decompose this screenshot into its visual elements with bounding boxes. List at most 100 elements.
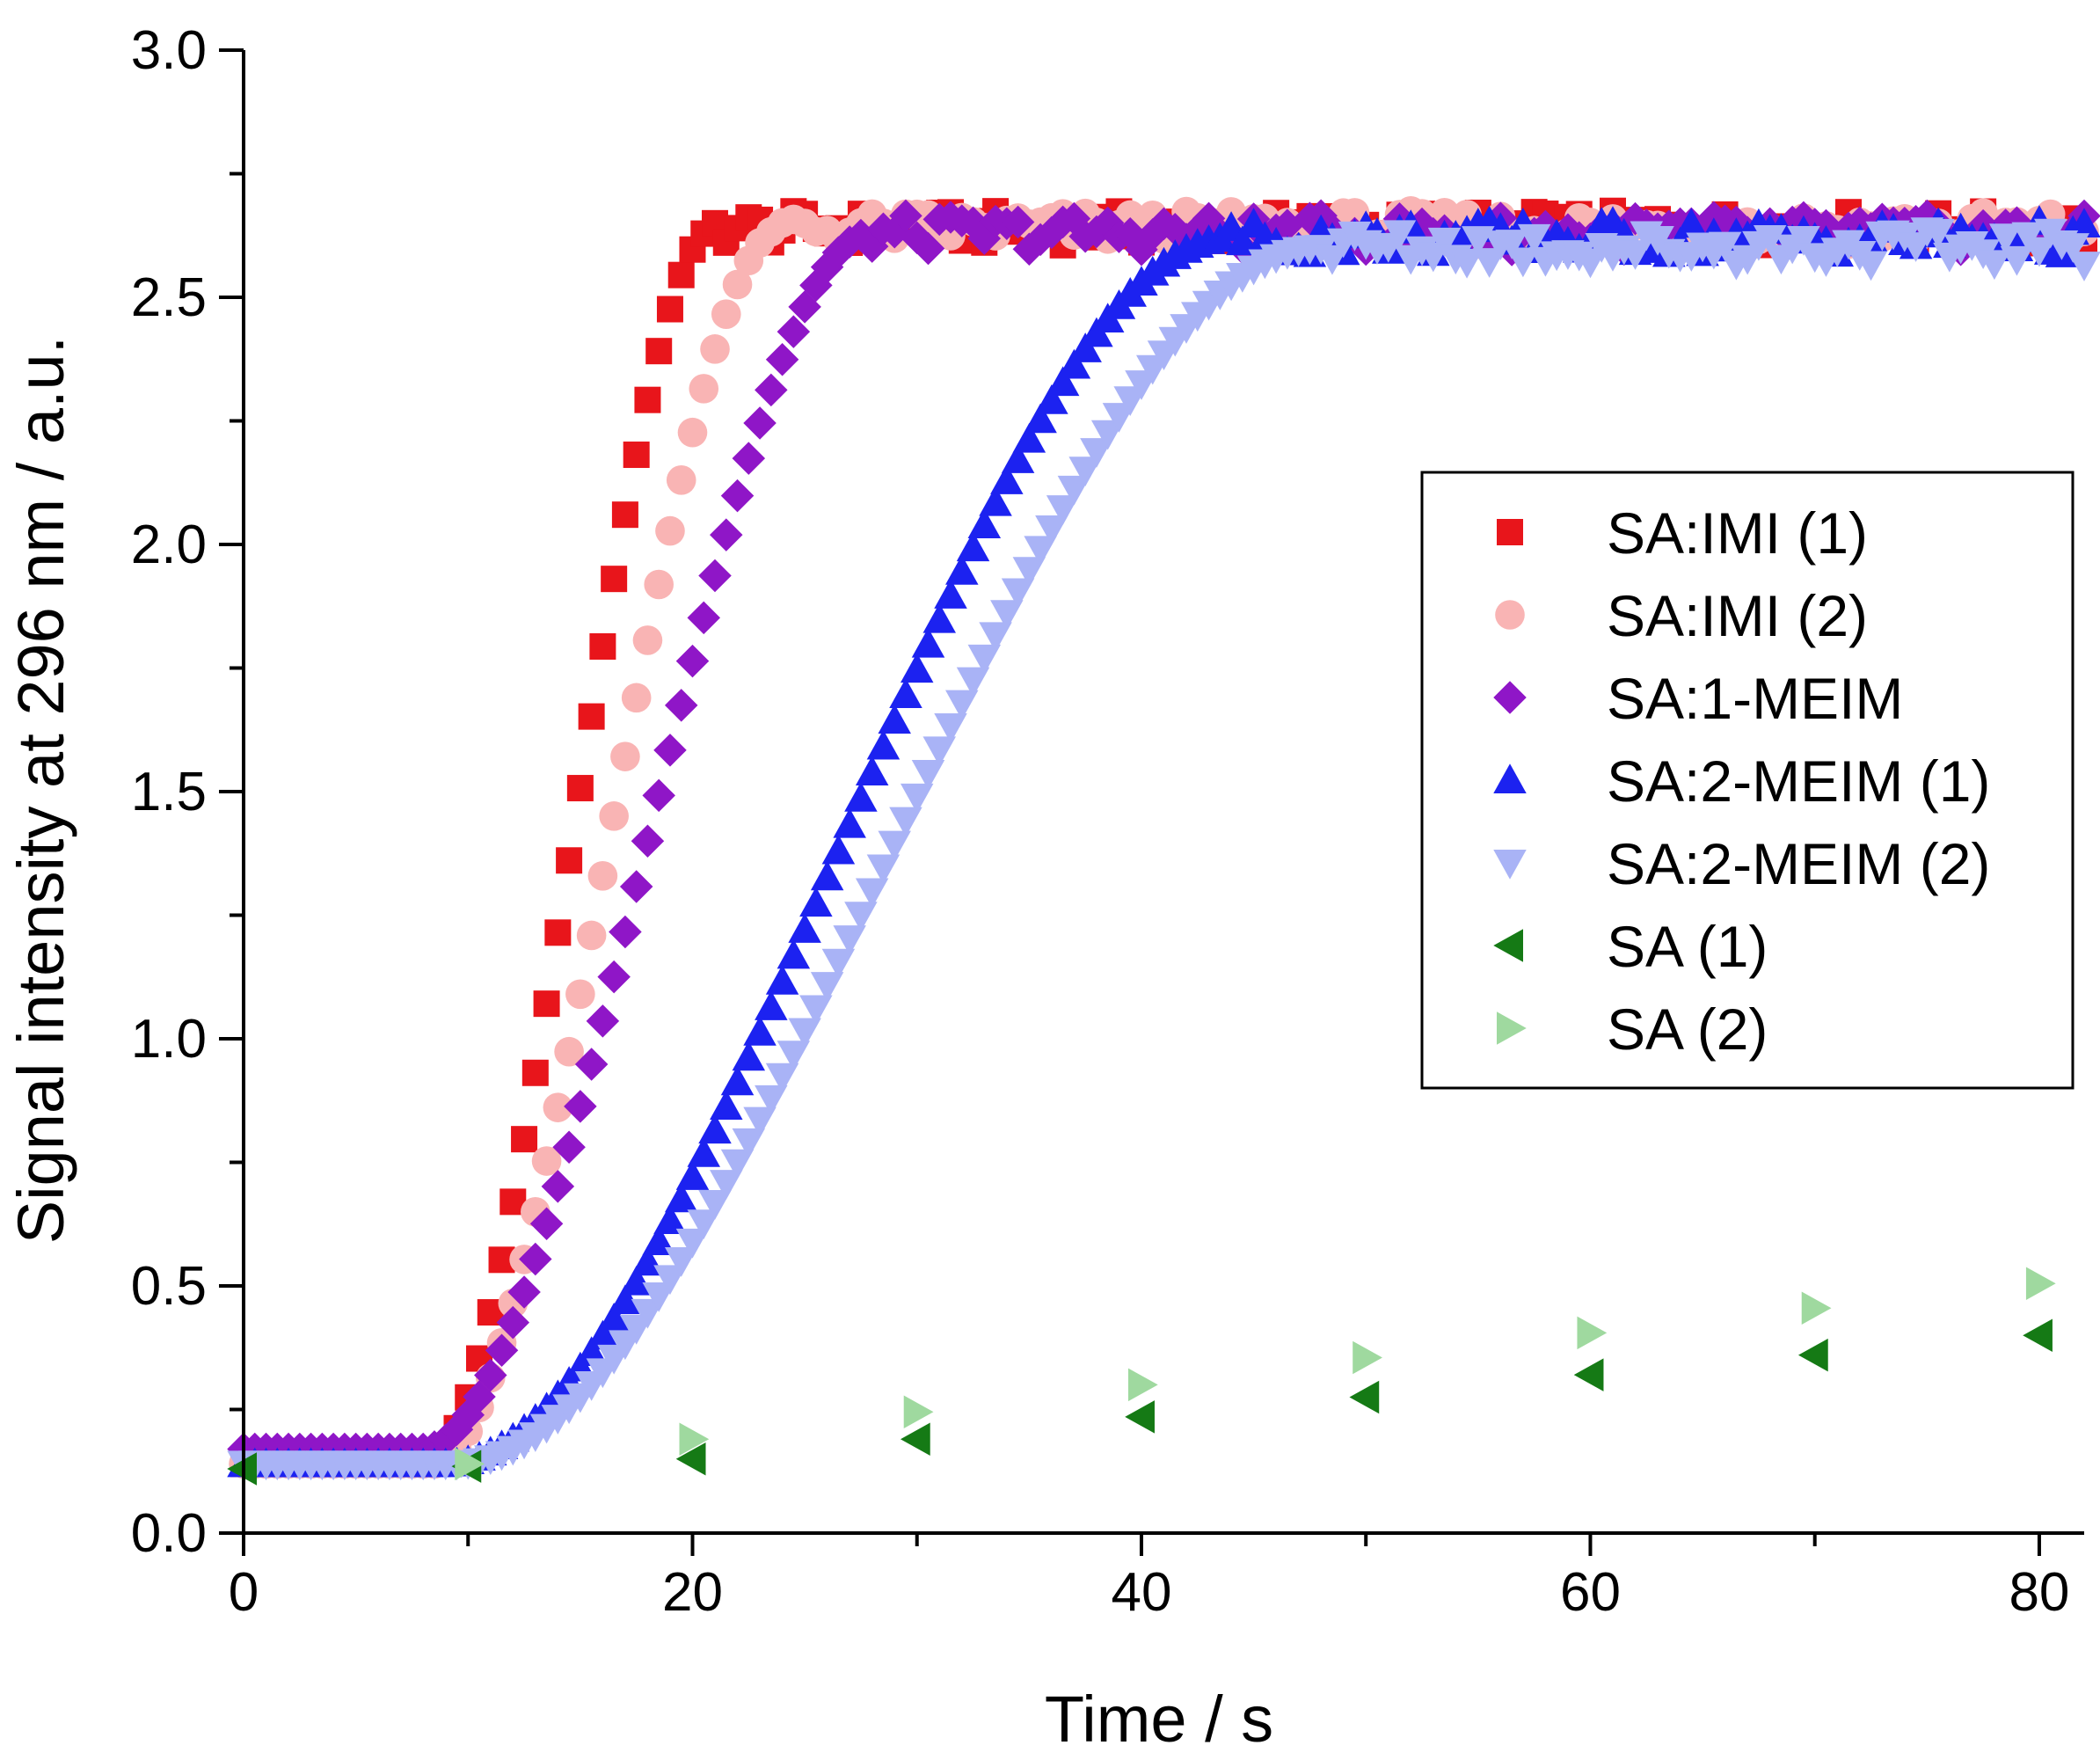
legend-item: SA:2-MEIM (2) — [1493, 831, 1990, 896]
legend-marker — [1495, 600, 1525, 630]
data-point — [743, 1015, 777, 1046]
data-point — [710, 1170, 743, 1200]
data-point — [866, 854, 901, 885]
x-tick-label: 60 — [1560, 1562, 1621, 1623]
data-point — [576, 920, 607, 951]
data-point — [656, 296, 683, 323]
data-point — [541, 1170, 575, 1203]
data-point — [2056, 233, 2089, 263]
legend-label: SA:IMI (2) — [1607, 583, 1868, 648]
data-point — [900, 1422, 930, 1456]
data-point — [777, 315, 811, 348]
data-point — [1057, 475, 1091, 506]
data-point — [610, 741, 640, 771]
data-point — [732, 442, 766, 475]
data-point — [586, 1319, 620, 1350]
data-point — [507, 1275, 541, 1309]
data-point — [1349, 1380, 1380, 1414]
data-point — [531, 1146, 562, 1176]
data-point — [1147, 207, 1181, 241]
x-tick-label: 20 — [662, 1562, 723, 1623]
y-tick-label: 3.0 — [131, 20, 207, 81]
data-point — [979, 622, 1012, 653]
data-point — [519, 1242, 552, 1276]
data-point — [1080, 438, 1113, 468]
legend-marker — [1493, 929, 1523, 962]
data-point — [1854, 251, 1888, 281]
y-tick-label: 2.5 — [131, 267, 207, 328]
data-point — [644, 569, 674, 600]
data-point — [675, 644, 710, 678]
data-point — [720, 1149, 755, 1179]
data-point — [687, 1209, 720, 1239]
data-point — [777, 938, 811, 969]
legend-marker — [1493, 850, 1527, 880]
data-point — [700, 334, 730, 364]
data-point — [732, 1128, 766, 1158]
data-point — [844, 782, 878, 812]
y-axis-title: Signal intensity at 296 nm / a.u. — [4, 336, 77, 1245]
data-point — [565, 979, 595, 1010]
data-point — [722, 269, 753, 300]
data-point — [934, 712, 967, 743]
data-point — [634, 386, 661, 413]
x-tick-label: 0 — [229, 1562, 259, 1623]
data-point — [1046, 495, 1080, 525]
data-point — [866, 729, 901, 760]
data-point — [689, 374, 719, 404]
data-markers — [227, 195, 2100, 1486]
data-point — [1382, 220, 1417, 251]
data-point — [521, 1059, 549, 1086]
data-point — [1843, 206, 1877, 240]
data-point — [956, 531, 990, 562]
data-point — [821, 948, 856, 979]
data-point — [967, 508, 1002, 539]
data-point — [1001, 205, 1035, 239]
data-point — [922, 736, 957, 767]
data-point — [574, 1048, 609, 1081]
data-point — [667, 261, 695, 288]
data-point — [1024, 536, 1057, 566]
data-point — [589, 632, 616, 660]
data-point — [597, 960, 631, 994]
legend-label: SA:1-MEIM — [1607, 666, 1903, 731]
data-point — [777, 1041, 811, 1071]
data-point — [743, 406, 777, 440]
data-point — [710, 1090, 743, 1120]
data-point — [1024, 403, 1057, 434]
data-point — [1978, 250, 2011, 281]
legend-marker — [1497, 1011, 1527, 1045]
data-point — [2000, 245, 2034, 276]
data-point — [1090, 206, 1125, 240]
data-point — [675, 1442, 706, 1476]
y-tick-label: 0.0 — [131, 1503, 207, 1564]
legend-label: SA:IMI (1) — [1607, 500, 1868, 566]
data-point — [611, 501, 638, 529]
data-point — [755, 1084, 788, 1115]
legend-item: SA:1-MEIM — [1493, 666, 1903, 731]
data-point — [990, 600, 1024, 631]
data-point — [1353, 1340, 1382, 1375]
data-point — [621, 683, 652, 713]
data-point — [1068, 456, 1102, 486]
data-point — [485, 1333, 519, 1368]
legend-label: SA (2) — [1607, 997, 1768, 1062]
data-point — [911, 231, 945, 266]
data-point — [496, 1305, 530, 1340]
data-point — [855, 878, 889, 909]
data-point — [990, 464, 1024, 494]
data-point — [903, 1395, 934, 1429]
data-point — [1035, 515, 1068, 545]
data-point — [679, 1422, 710, 1456]
data-point — [1472, 248, 1506, 278]
data-point — [945, 690, 979, 720]
data-point — [599, 801, 629, 831]
legend-label: SA (1) — [1607, 914, 1768, 979]
data-point — [1001, 578, 1035, 609]
x-tick-label: 40 — [1111, 1562, 1171, 1623]
data-point — [1127, 1368, 1158, 1402]
data-point — [664, 1182, 698, 1213]
data-point — [655, 515, 685, 546]
legend-marker — [1497, 519, 1523, 545]
